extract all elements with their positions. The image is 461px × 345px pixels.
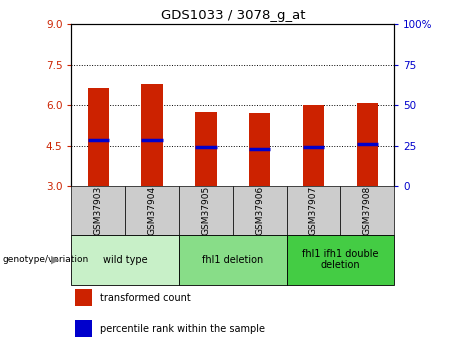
Bar [249,113,271,186]
Text: GSM37908: GSM37908 [363,186,372,235]
Bar [233,186,287,235]
Bar [75,289,92,306]
Text: GSM37904: GSM37904 [148,186,157,235]
Text: GSM37906: GSM37906 [255,186,264,235]
Text: transformed count: transformed count [100,293,191,303]
Bar [179,186,233,235]
Text: percentile rank within the sample: percentile rank within the sample [100,324,266,334]
Bar [340,186,394,235]
Text: fhl1 deletion: fhl1 deletion [202,255,263,265]
Bar [71,186,125,235]
Bar [142,84,163,186]
Text: GSM37905: GSM37905 [201,186,210,235]
Title: GDS1033 / 3078_g_at: GDS1033 / 3078_g_at [160,9,305,22]
Bar [125,186,179,235]
Bar [71,235,179,285]
Bar [179,235,287,285]
Bar [287,235,394,285]
Bar [303,105,324,186]
Bar [75,320,92,337]
Text: GSM37903: GSM37903 [94,186,103,235]
Text: fhl1 ifh1 double
deletion: fhl1 ifh1 double deletion [302,249,378,270]
Text: GSM37907: GSM37907 [309,186,318,235]
Bar [195,112,217,186]
Bar [356,102,378,186]
Text: genotype/variation: genotype/variation [2,255,89,264]
Bar [88,88,109,186]
Text: ▶: ▶ [51,255,59,265]
Bar [287,186,340,235]
Text: wild type: wild type [103,255,148,265]
